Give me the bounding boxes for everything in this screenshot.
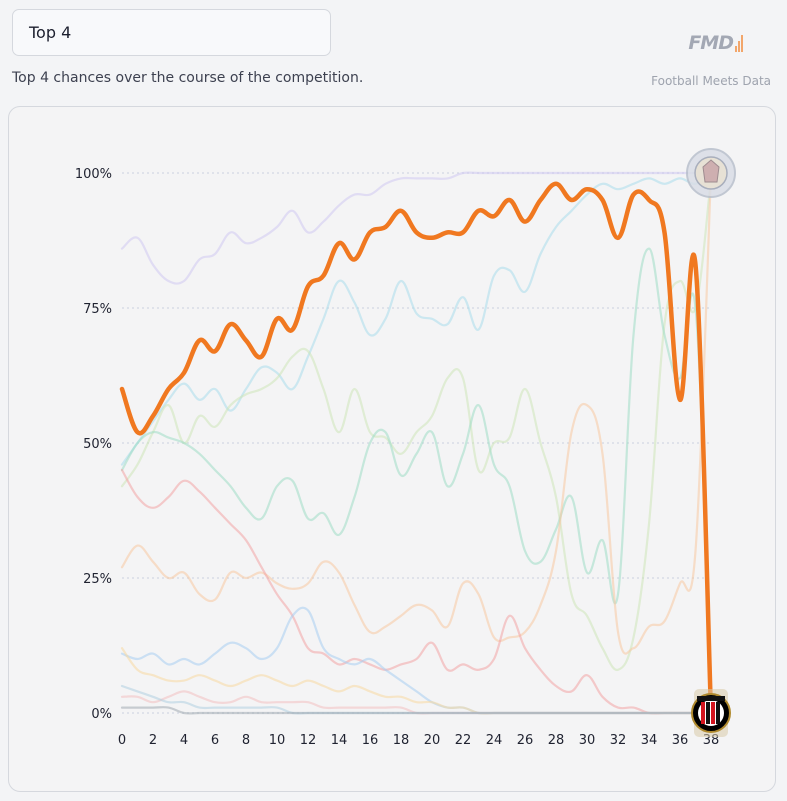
chart-grid: [122, 172, 711, 714]
competition-select-value: Top 4: [29, 23, 72, 42]
highlight-series-line: [119, 181, 714, 716]
x-tick-label: 28: [548, 733, 565, 748]
x-tick-label: 18: [393, 733, 410, 748]
series-line-6: [120, 606, 713, 715]
top4-chart: 0%25%50%75%100% 0 2 4 6 8 10 12 14 16 18 20 22 24 26 2…: [75, 148, 736, 748]
fmd-logo-text: FMD: [688, 32, 734, 54]
series-line-3: [120, 247, 713, 688]
fmd-logo: FMD: [688, 30, 743, 54]
series-line-1: [120, 171, 713, 466]
brand-block: FMD Football Meets Data: [611, 30, 771, 92]
x-tick-label: 34: [641, 733, 658, 748]
x-tick-label: 2: [149, 733, 157, 748]
x-tick-label: 26: [517, 733, 534, 748]
series-line-0: [120, 171, 713, 285]
bars-icon: [735, 34, 743, 52]
y-axis: 0% 25% 50% 75% 100%: [75, 167, 112, 722]
competition-select[interactable]: Top 4: [12, 9, 331, 56]
series-line-10: [120, 706, 713, 715]
y-tick-label: 75%: [83, 302, 112, 317]
club-crest-icon: [686, 148, 736, 198]
x-tick-label: 20: [424, 733, 441, 748]
highlight-series: [119, 181, 714, 716]
brand-tagline: Football Meets Data: [651, 74, 771, 88]
y-tick-label: 100%: [75, 167, 112, 182]
series-line-5: [120, 468, 713, 715]
x-tick-label: 32: [610, 733, 627, 748]
x-tick-label: 24: [486, 733, 503, 748]
x-tick-label: 14: [331, 733, 348, 748]
x-tick-label: 30: [579, 733, 596, 748]
y-tick-label: 25%: [83, 572, 112, 587]
x-tick-label: 16: [362, 733, 379, 748]
series-line-2: [120, 177, 713, 671]
chart-subtitle: Top 4 chances over the course of the com…: [12, 70, 364, 86]
x-tick-label: 22: [455, 733, 472, 748]
x-tick-label: 4: [180, 733, 188, 748]
ac-milan-crest-icon: [691, 689, 731, 737]
x-tick-label: 0: [118, 733, 126, 748]
x-axis: 0 2 4 6 8 10 12 14 16 18 20 22 24 26 28 30 32 34 36 38: [118, 733, 719, 748]
x-tick-label: 12: [300, 733, 317, 748]
chart-card: 0% 25% 50% 75% 100% 0 2 4 6 8 10 12 14 16 18 20 22 24 26 2…: [8, 106, 776, 792]
series-line-4: [120, 171, 713, 655]
x-tick-label: 36: [672, 733, 689, 748]
y-tick-label: 0%: [91, 707, 112, 722]
x-tick-label: 6: [211, 733, 219, 748]
y-tick-label: 50%: [83, 437, 112, 452]
team-badges: [686, 148, 736, 737]
background-series: [120, 171, 713, 715]
x-tick-label: 8: [242, 733, 250, 748]
x-tick-label: 10: [269, 733, 286, 748]
